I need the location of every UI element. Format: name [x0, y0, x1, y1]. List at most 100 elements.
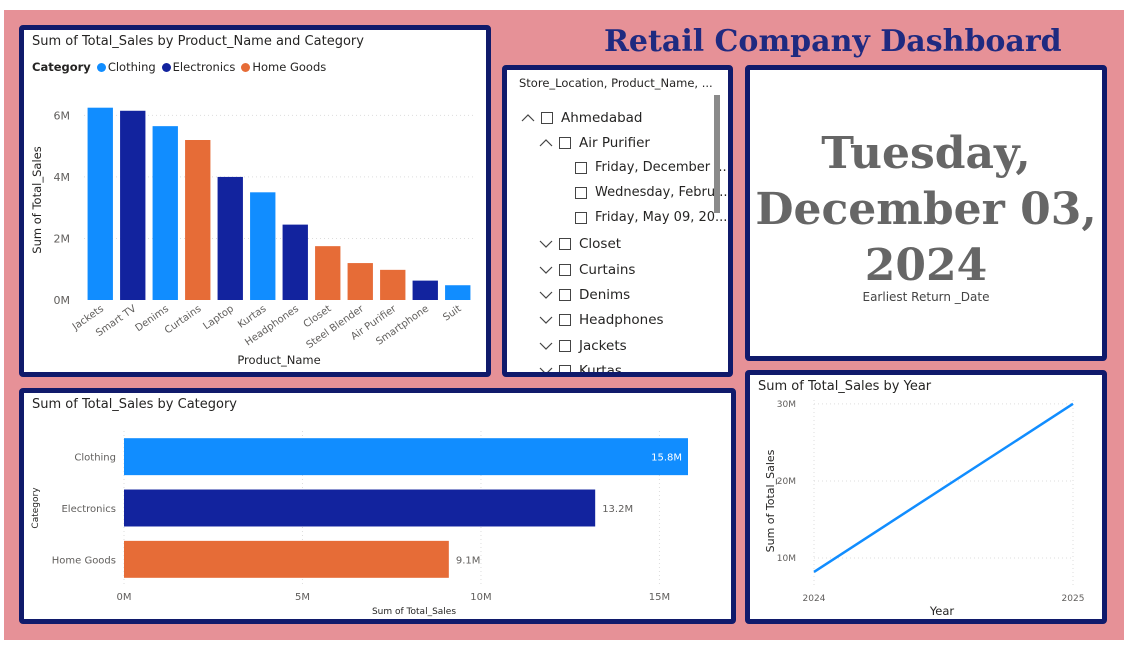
- legend-title: Category: [32, 60, 91, 74]
- slicer-item-friday-december-[interactable]: Friday, December ...: [575, 160, 727, 175]
- checkbox[interactable]: [575, 211, 587, 224]
- y-tick-label: 20M: [777, 477, 796, 487]
- bar-curtains: [185, 140, 211, 300]
- bar-electronics: [124, 489, 596, 527]
- earliest-return-date-card: Tuesday, December 03, 2024 Earliest Retu…: [745, 65, 1107, 361]
- chevron-down-icon[interactable]: [539, 288, 553, 302]
- bar-laptop: [217, 176, 243, 300]
- checkbox[interactable]: [559, 340, 571, 352]
- y-tick-label: Electronics: [61, 504, 116, 515]
- y-tick-label: 0M: [54, 294, 71, 307]
- year-sales-chart[interactable]: Sum of Total_Sales by Year 10M 20M 30M 2024…: [745, 370, 1107, 624]
- chevron-down-icon[interactable]: [539, 339, 553, 353]
- checkbox[interactable]: [559, 264, 571, 276]
- slicer-item-curtains[interactable]: Curtains: [539, 262, 635, 278]
- chevron-down-icon[interactable]: [539, 364, 553, 377]
- checkbox[interactable]: [559, 365, 571, 372]
- legend-dot-electronics: [161, 62, 171, 72]
- x-tick-label: Laptop: [201, 303, 236, 332]
- y-axis-title: Sum of Total_Sales: [30, 146, 44, 253]
- data-label: 13.2M: [602, 504, 633, 515]
- series-line-total-sales: [813, 402, 1074, 573]
- checkbox[interactable]: [559, 314, 571, 326]
- bar-home-goods: [124, 540, 449, 578]
- slicer-item-label: Air Purifier: [579, 135, 650, 151]
- slicer-item-jackets[interactable]: Jackets: [539, 338, 627, 354]
- slicer-item-label: Headphones: [579, 312, 664, 328]
- y-tick-label: 6M: [54, 109, 71, 122]
- slicer-item-label: Kurtas: [579, 363, 622, 377]
- checkbox[interactable]: [575, 161, 587, 174]
- bar-headphones: [282, 224, 308, 300]
- slicer-item-friday-may-09-20-[interactable]: Friday, May 09, 20...: [575, 210, 727, 225]
- slicer-item-wednesday-febru-[interactable]: Wednesday, Febru...: [575, 185, 728, 200]
- checkbox[interactable]: [575, 186, 587, 199]
- y-tick-label: 30M: [777, 400, 796, 410]
- y-tick-label: 2M: [54, 232, 71, 245]
- slicer-item-label: Denims: [579, 287, 631, 303]
- bar-kurtas: [250, 192, 276, 300]
- slicer-item-kurtas[interactable]: Kurtas: [539, 363, 622, 377]
- slicer-item-label: Closet: [579, 236, 622, 252]
- category-chart-title: Sum of Total_Sales by Category: [32, 397, 238, 412]
- category-sales-chart[interactable]: Sum of Total_Sales by Category 0M 5M 10M 15…: [19, 388, 736, 624]
- year-chart-title: Sum of Total_Sales by Year: [758, 379, 932, 394]
- slicer-item-ahmedabad[interactable]: Ahmedabad: [521, 110, 643, 126]
- bar-closet: [315, 246, 341, 300]
- x-tick-label: 2024: [803, 594, 826, 604]
- y-tick-label: Home Goods: [52, 555, 116, 566]
- x-tick-label: 0M: [117, 592, 132, 603]
- x-axis-title: Sum of Total_Sales: [372, 607, 456, 617]
- card-date-value: Tuesday, December 03, 2024: [755, 128, 1097, 291]
- checkbox[interactable]: [559, 137, 571, 149]
- bar-air-purifier: [380, 269, 406, 300]
- y-axis-title: Category: [31, 487, 41, 529]
- legend-dot-clothing: [96, 62, 106, 72]
- chevron-up-icon[interactable]: [539, 136, 553, 150]
- legend-dot-home-goods: [241, 62, 251, 72]
- slicer-item-headphones[interactable]: Headphones: [539, 312, 664, 328]
- x-tick-label: 15M: [649, 592, 670, 603]
- data-label: 9.1M: [456, 555, 481, 566]
- checkbox[interactable]: [559, 289, 571, 301]
- slicer-item-label: Curtains: [579, 262, 636, 278]
- bar-denims: [152, 126, 178, 301]
- category-bar-plot: 0M 5M 10M 15M Clothing 15.8M Electronics 13.2M H…: [31, 431, 688, 617]
- card-date-label: Earliest Return _Date: [862, 290, 990, 304]
- checkbox[interactable]: [559, 238, 571, 250]
- slicer-scrollbar[interactable]: [714, 95, 720, 213]
- chevron-down-icon[interactable]: [539, 263, 553, 277]
- y-tick-label: Clothing: [74, 453, 116, 464]
- bar-smartphone: [412, 280, 438, 300]
- legend-item-clothing[interactable]: Clothing: [96, 60, 156, 74]
- legend-item-home-goods[interactable]: Home Goods: [241, 60, 326, 74]
- category-legend[interactable]: Category Clothing Electronics Home Goods: [32, 60, 328, 74]
- hierarchy-slicer[interactable]: Store_Location, Product_Name, ... Ahmeda…: [502, 65, 733, 377]
- legend-item-electronics[interactable]: Electronics: [161, 60, 235, 74]
- product-chart-title: Sum of Total_Sales by Product_Name and C…: [32, 34, 364, 49]
- checkbox[interactable]: [541, 112, 553, 124]
- slicer-header: Store_Location, Product_Name, ...: [519, 76, 713, 90]
- bar-smart-tv: [120, 110, 146, 301]
- y-tick-label: 4M: [54, 171, 71, 184]
- data-label: 15.8M: [651, 453, 682, 464]
- chevron-up-icon[interactable]: [521, 111, 535, 125]
- chevron-down-icon[interactable]: [539, 237, 553, 251]
- bar-steel-blender: [347, 263, 373, 300]
- x-axis-title: Product_Name: [237, 353, 320, 367]
- chevron-down-icon[interactable]: [539, 313, 553, 327]
- y-tick-label: 10M: [777, 554, 796, 564]
- year-line-plot: 10M 20M 30M 2024 2025 Year Sum of Total_Sales: [764, 400, 1085, 618]
- product-sales-chart[interactable]: Sum of Total_Sales by Product_Name and C…: [19, 25, 491, 377]
- slicer-item-label: Ahmedabad: [561, 110, 643, 126]
- slicer-item-air-purifier[interactable]: Air Purifier: [539, 135, 650, 151]
- y-axis-title: Sum of Total_Sales: [764, 449, 777, 552]
- slicer-item-closet[interactable]: Closet: [539, 236, 621, 252]
- x-tick-label: Suit: [441, 303, 463, 323]
- x-tick-label: Curtains: [163, 303, 204, 336]
- slicer-item-label: Friday, May 09, 20...: [595, 210, 728, 225]
- dashboard-title: Retail Company Dashboard: [604, 24, 1062, 59]
- x-tick-label: 2025: [1062, 594, 1085, 604]
- slicer-item-denims[interactable]: Denims: [539, 287, 630, 303]
